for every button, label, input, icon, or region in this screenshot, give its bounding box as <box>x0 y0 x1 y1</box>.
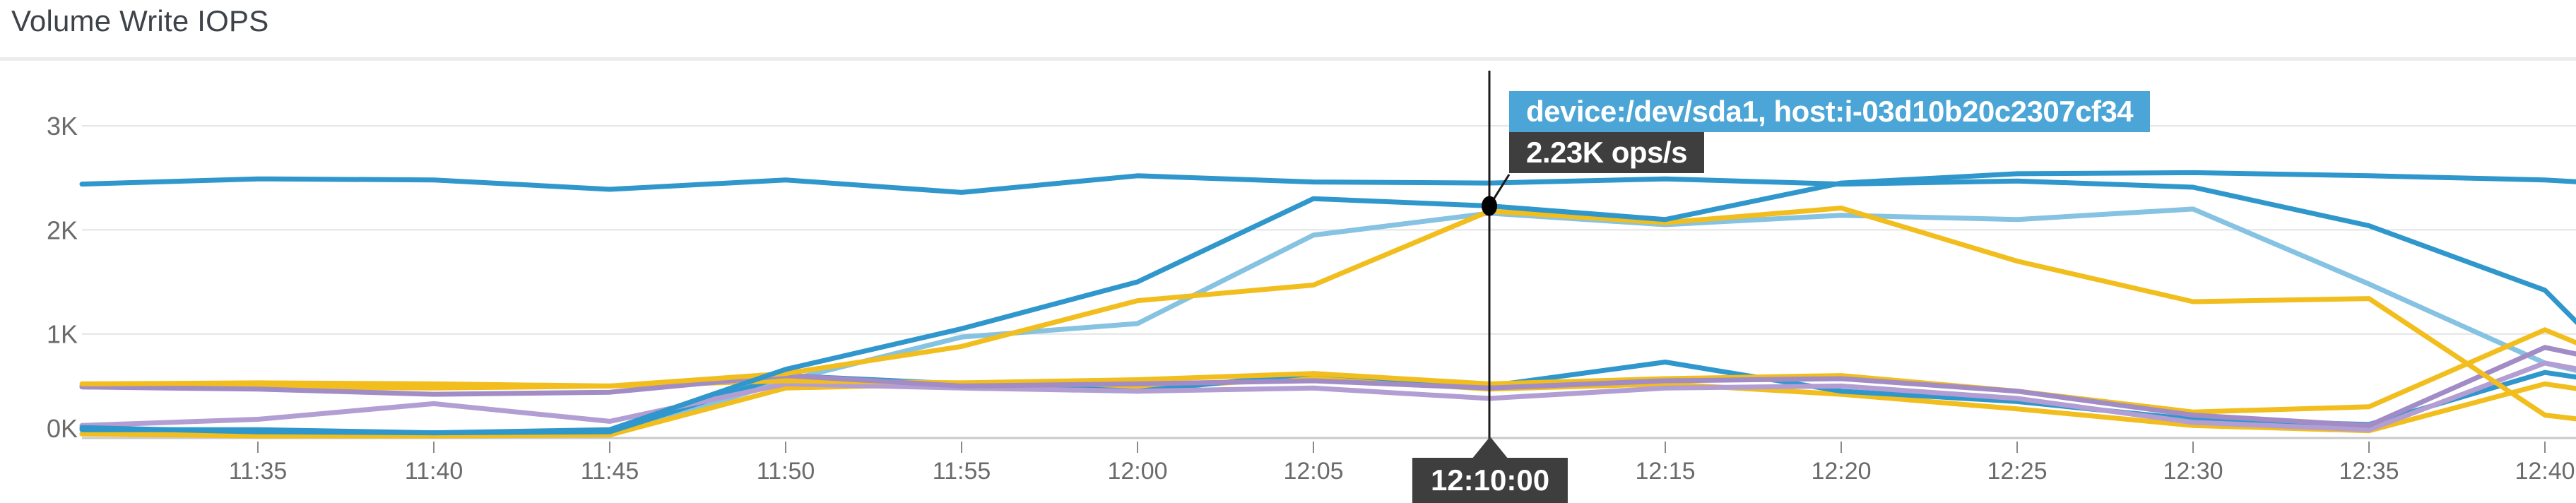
series-line-light-blue-riser[interactable] <box>79 206 2576 439</box>
x-tick-label-11:35: 11:35 <box>229 458 288 485</box>
hover-point-dot <box>1482 196 1497 216</box>
series-line-gold-riser[interactable] <box>79 206 2576 422</box>
x-tick-label-12:25: 12:25 <box>1987 458 2047 485</box>
x-tick-label-12:35: 12:35 <box>2339 458 2399 485</box>
x-tick-label-12:30: 12:30 <box>2163 458 2223 485</box>
chart-plot-area[interactable]: 11:35 11:40 11:45 11:50 11:55 12:00 12:05 12:15… <box>0 61 2576 503</box>
x-tick-label-12:00: 12:00 <box>1107 458 1167 485</box>
y-tick-label-0K: 0K <box>47 414 78 443</box>
y-tick-label-3K: 3K <box>47 112 78 141</box>
x-tick-label-11:55: 11:55 <box>933 458 991 485</box>
title-divider <box>0 57 2576 61</box>
series-line-blue-riser-hovered[interactable] <box>79 170 2576 436</box>
series-line-purple-b[interactable] <box>79 360 2576 432</box>
panel-title: Volume Write IOPS <box>11 4 269 37</box>
tooltip-series-label: device:/dev/sda1, host:i-03d10b20c2307cf… <box>1509 91 2151 132</box>
x-tick-label-11:40: 11:40 <box>405 458 463 485</box>
x-tick-label-11:50: 11:50 <box>757 458 815 485</box>
x-tick-label-12:15: 12:15 <box>1635 458 1695 485</box>
tooltip-value: 2.23K ops/s <box>1509 132 1704 173</box>
time-label-caret <box>1472 437 1508 459</box>
series-line-gold-low-b[interactable] <box>79 327 2576 415</box>
crosshair-time-label: 12:10:00 <box>1412 458 1568 503</box>
y-tick-label-1K: 1K <box>47 320 78 349</box>
y-tick-label-2K: 2K <box>47 215 78 244</box>
x-tick-label-12:40: 12:40 <box>2515 458 2575 485</box>
x-tick-label-11:45: 11:45 <box>581 458 639 485</box>
x-tick-label-12:05: 12:05 <box>1283 458 1343 485</box>
x-tick-label-12:20: 12:20 <box>1811 458 1871 485</box>
series-line-blue-flat-high[interactable] <box>79 173 2576 326</box>
series-line-purple-a[interactable] <box>79 345 2576 428</box>
